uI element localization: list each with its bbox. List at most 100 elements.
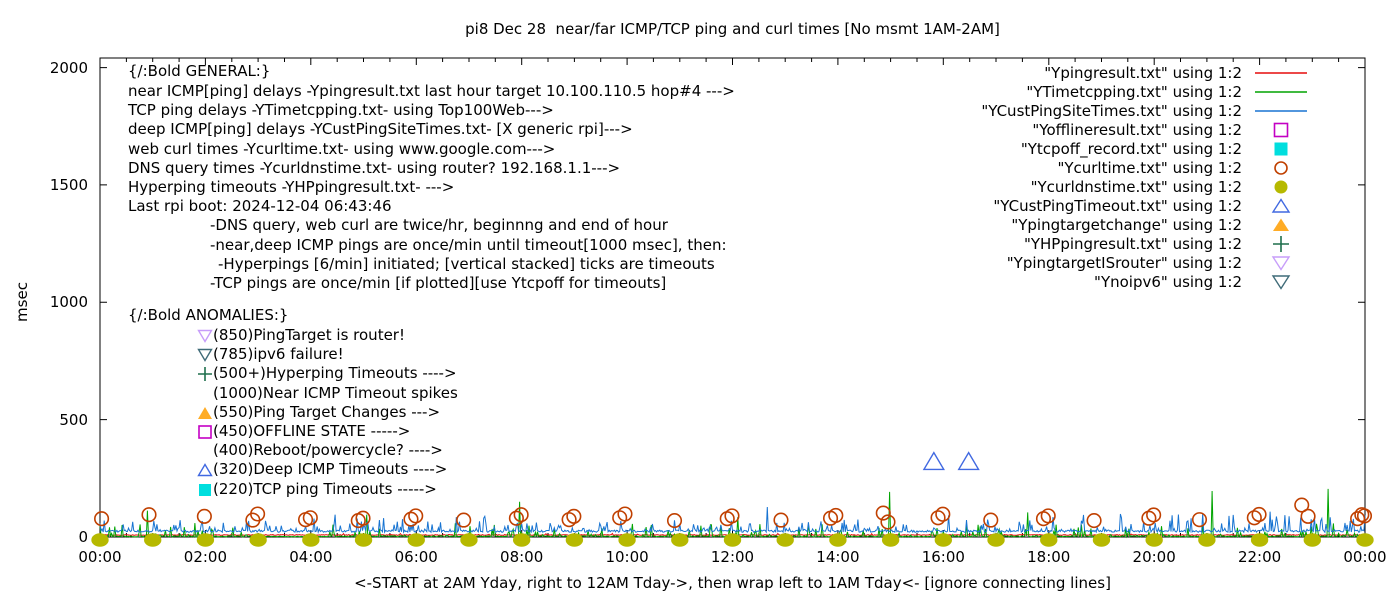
y-tick-label: 0: [78, 528, 88, 546]
anomaly-row: (320)Deep ICMP Timeouts ---->: [197, 460, 448, 479]
legend-marker-sample: [1271, 275, 1291, 290]
x-tick-label: 00:00: [1343, 548, 1387, 566]
legend-label: "YHPpingresult.txt" using 1:2: [1023, 235, 1242, 253]
marker-open-circle: [1294, 497, 1310, 513]
anomaly-marker-glyph: [197, 329, 213, 343]
marker-filled-circle: [723, 533, 742, 547]
legend-label: "Ypingtargetchange" using 1:2: [1011, 216, 1242, 234]
anomaly-marker-filled-square: [199, 483, 211, 496]
marker-filled-circle: [144, 533, 162, 547]
marker-open-circle: [1146, 507, 1162, 523]
x-tick-label: 18:00: [1027, 548, 1071, 566]
anomaly-text: (220)TCP ping Timeouts ----->: [213, 479, 437, 498]
marker-filled-circle: [1356, 533, 1374, 547]
general-line: DNS query times -Ycurldnstime.txt- using…: [128, 158, 621, 177]
legend-swatch-line: [1255, 72, 1307, 74]
marker-open-circle: [617, 506, 633, 522]
legend-label: "Ycurltime.txt" using 1:2: [1057, 159, 1242, 177]
legend-label: "Ypingresult.txt" using 1:2: [1044, 64, 1242, 82]
legend-item: "YpingtargetISrouter" using 1:2: [955, 254, 1365, 272]
legend-swatch-line: [1255, 110, 1307, 112]
x-tick-label: 04:00: [289, 548, 333, 566]
legend-item: "YTimetcpping.txt" using 1:2: [955, 83, 1365, 101]
marker-open-circle: [1251, 506, 1267, 523]
marker-open-circle: [141, 507, 157, 523]
anomaly-marker-open-triangle-down: [197, 348, 213, 363]
legend-label: "Ynoipv6" using 1:2: [1094, 273, 1242, 291]
marker-open-circle: [983, 512, 999, 528]
marker-filled-circle: [618, 533, 636, 547]
anomaly-row: (500+)Hyperping Timeouts ---->: [198, 364, 457, 383]
marker-filled-circle: [1198, 533, 1216, 547]
anomaly-row: (450)OFFLINE STATE ----->: [198, 422, 410, 441]
marker-open-circle: [94, 511, 110, 527]
anomaly-text: (850)PingTarget is router!: [213, 326, 405, 344]
marker-open-circle: [456, 512, 472, 528]
marker-filled-circle: [1092, 533, 1111, 547]
x-tick-label: 02:00: [183, 548, 228, 566]
anomaly-marker-glyph: [199, 483, 211, 496]
marker-open-triangle-up: [957, 451, 980, 471]
legend-label: "YCustPingSiteTimes.txt" using 1:2: [981, 102, 1242, 120]
anomaly-row: (550)Ping Target Changes --->: [198, 403, 440, 422]
general-line: TCP ping delays -YTimetcpping.txt- using…: [128, 101, 554, 120]
x-tick-label: 12:00: [710, 548, 755, 566]
marker-open-circle: [935, 506, 951, 522]
legend-swatch-open-square: [1273, 122, 1289, 138]
marker-filled-circle: [1040, 533, 1058, 547]
legend-label: "Ycurldnstime.txt" using 1:2: [1030, 178, 1242, 196]
marker-open-circle: [724, 508, 740, 524]
x-tick-label: 20:00: [1132, 548, 1176, 566]
legend-item: "Ynoipv6" using 1:2: [955, 273, 1365, 291]
marker-open-circle: [1141, 510, 1157, 526]
legend-label: "Yofflineresult.txt" using 1:2: [1032, 121, 1242, 139]
marker-open-circle: [773, 512, 789, 528]
marker-open-circle: [302, 510, 318, 526]
marker-filled-circle: [354, 533, 373, 547]
marker-filled-circle: [987, 533, 1005, 547]
legend-swatch-open-circle: [1274, 161, 1288, 175]
anomaly-marker-glyph: [198, 425, 212, 439]
marker-open-circle: [408, 508, 424, 524]
legend-label: "YCustPingTimeout.txt" using 1:2: [993, 197, 1242, 215]
legend-marker-sample: [1273, 218, 1289, 231]
legend-label: "YTimetcpping.txt" using 1:2: [1026, 83, 1242, 101]
marker-filled-circle: [302, 533, 320, 547]
marker-filled-circle: [829, 533, 847, 547]
marker-open-circle: [666, 513, 683, 529]
legend-swatch-open-triangle-down: [1271, 275, 1291, 290]
legend-item: "Ypingtargetchange" using 1:2: [955, 216, 1365, 234]
legend-swatch-filled-triangle-up: [1273, 218, 1289, 231]
x-tick-label: 08:00: [500, 548, 544, 566]
legend-item: "Yofflineresult.txt" using 1:2: [955, 121, 1365, 139]
marker-filled-circle: [460, 533, 478, 547]
anomaly-text: (320)Deep ICMP Timeouts ---->: [213, 460, 448, 479]
legend-marker-sample: [1271, 256, 1291, 271]
legend-marker-sample: [1273, 236, 1289, 252]
marker-open-circle: [1086, 513, 1102, 529]
x-tick-label: 22:00: [1237, 548, 1282, 566]
legend-swatch-filled-square: [1274, 142, 1288, 156]
legend-item: "YHPpingresult.txt" using 1:2: [955, 235, 1365, 253]
legend-marker-sample: [1274, 180, 1288, 194]
anomaly-row: (850)PingTarget is router!: [197, 326, 405, 345]
marker-filled-circle: [249, 533, 267, 547]
marker-open-circle: [1350, 511, 1366, 527]
anomaly-marker-open-square: [198, 425, 212, 439]
legend-marker-sample: [1274, 142, 1288, 156]
marker-open-circle: [403, 511, 419, 527]
general-line: near ICMP[ping] delays -Ypingresult.txt …: [128, 82, 735, 100]
marker-filled-circle: [671, 533, 689, 547]
legend-item: "Ycurldnstime.txt" using 1:2: [955, 178, 1365, 196]
series-line-2: [99, 506, 1366, 535]
marker-filled-circle: [1145, 533, 1163, 547]
anomaly-marker-glyph: [198, 367, 212, 382]
general-line: Last rpi boot: 2024-12-04 06:43:46: [128, 197, 392, 216]
anomaly-text: (1000)Near ICMP Timeout spikes: [213, 383, 458, 402]
marker-open-circle: [566, 508, 582, 524]
legend-item: "Ycurltime.txt" using 1:2: [955, 159, 1365, 177]
y-tick-label: 500: [59, 410, 88, 429]
anomaly-marker-open-triangle-up: [197, 463, 213, 477]
marker-filled-circle: [91, 533, 109, 547]
general-line: -TCP pings are once/min [if plotted][use…: [210, 274, 667, 292]
